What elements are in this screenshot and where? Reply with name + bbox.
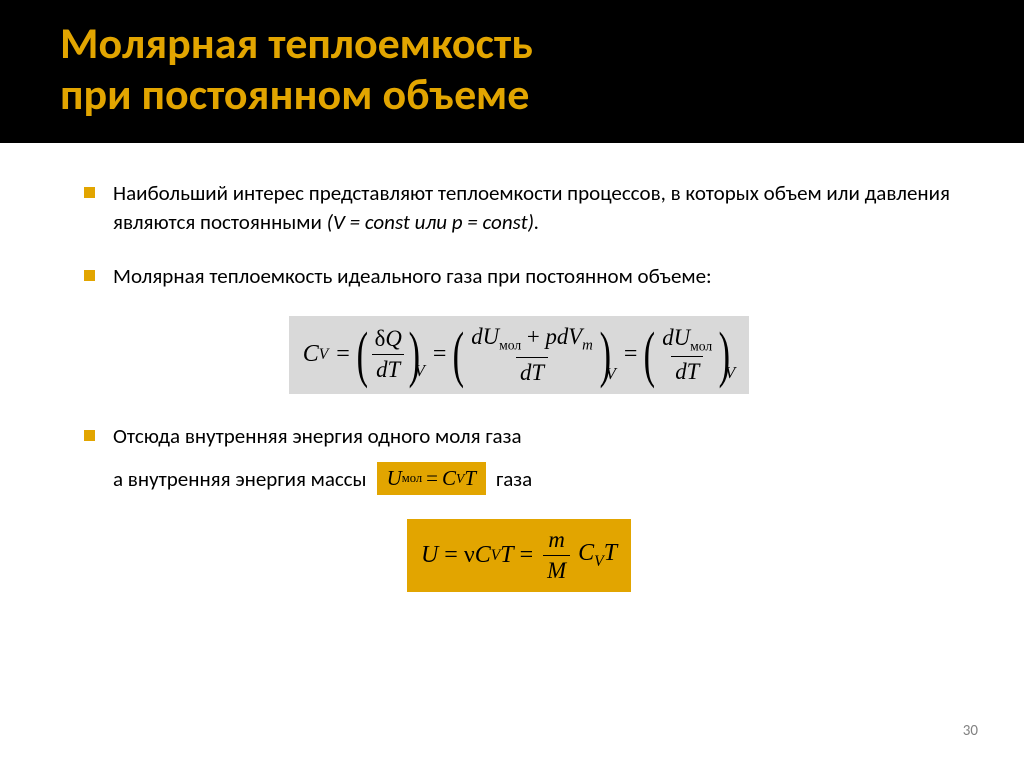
eq-equals: = xyxy=(624,341,638,368)
slide-title: Молярная теплоемкость при постоянном объ… xyxy=(60,18,964,119)
equation-1: CV = ( δQ dT ) V = ( dUмол + pdVm dT xyxy=(289,316,750,394)
bullet-2: Молярная теплоемкость идеального газа пр… xyxy=(84,262,954,290)
eq1-lhs-sub: V xyxy=(319,346,329,364)
eq1-lhs-C: C xyxy=(303,341,319,368)
slide-content: Наибольший интерес представляют теплоемк… xyxy=(0,143,1024,592)
equation-3-row: U = νCVT = m M CVT xyxy=(84,519,954,592)
inline-pre: а внутренняя энергия массы xyxy=(84,466,367,492)
bullet-3-text: Отсюда внутренняя энергия одного моля га… xyxy=(113,422,954,450)
eq1-term3: ( dUмол dT ) V xyxy=(645,325,735,386)
title-line-1: Молярная теплоемкость xyxy=(60,16,533,70)
eq1-term1: ( δQ dT ) V xyxy=(358,326,425,383)
inline-row: а внутренняя энергия массы Uмол = CVT га… xyxy=(84,462,954,495)
bullet-1: Наибольший интерес представляют теплоемк… xyxy=(84,179,954,236)
slide-header: Молярная теплоемкость при постоянном объ… xyxy=(0,0,1024,143)
eq1-term2: ( dUмол + pdVm dT ) V xyxy=(454,324,616,386)
bullet-icon xyxy=(84,187,95,198)
bullet-2-text: Молярная теплоемкость идеального газа пр… xyxy=(113,262,954,290)
bullet-3: Отсюда внутренняя энергия одного моля га… xyxy=(84,422,954,450)
bullet-icon xyxy=(84,430,95,441)
title-line-2: при постоянном объеме xyxy=(60,67,529,121)
inline-post: газа xyxy=(496,466,532,492)
page-number: 30 xyxy=(963,722,978,740)
equation-1-row: CV = ( δQ dT ) V = ( dUмол + pdVm dT xyxy=(84,316,954,394)
bullet-icon xyxy=(84,270,95,281)
eq-equals: = xyxy=(433,341,447,368)
equation-3: U = νCVT = m M CVT xyxy=(407,519,631,592)
equation-2: Uмол = CVT xyxy=(377,462,486,495)
bullet-1-part-italic: (V = const или p = const). xyxy=(327,209,540,235)
bullet-1-text: Наибольший интерес представляют теплоемк… xyxy=(113,179,954,236)
eq-equals: = xyxy=(336,341,350,368)
